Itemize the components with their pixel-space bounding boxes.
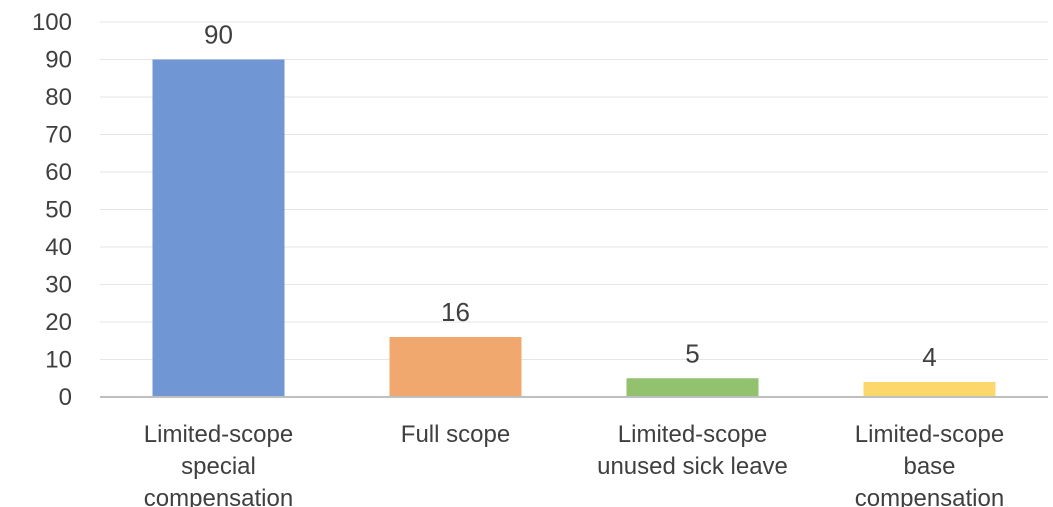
data-label: 90 [204, 20, 233, 50]
y-tick-label: 70 [45, 122, 72, 149]
y-axis-tick-labels: 0 10 20 30 40 50 60 70 80 90 100 [32, 9, 72, 411]
category-label-line: compensation [855, 485, 1004, 507]
data-label: 5 [685, 338, 699, 368]
y-tick-label: 100 [32, 9, 72, 36]
y-tick-label: 40 [45, 234, 72, 261]
category-label-line: special [181, 453, 256, 480]
bar [152, 59, 285, 397]
y-tick-label: 0 [59, 384, 72, 411]
category-labels: Limited-scope special compensation Full sco… [144, 421, 1004, 507]
category-label: Limited-scope unused sick leave [597, 421, 788, 480]
category-label-line: unused sick leave [597, 453, 788, 480]
bars [152, 59, 996, 397]
bar [626, 378, 759, 397]
y-tick-label: 50 [45, 197, 72, 224]
category-label: Limited-scope special compensation [144, 421, 293, 507]
y-tick-label: 60 [45, 159, 72, 186]
category-label-line: Full scope [401, 421, 510, 448]
bar [389, 337, 522, 397]
category-label-line: Limited-scope [144, 421, 293, 448]
data-label: 4 [922, 342, 936, 372]
y-tick-label: 30 [45, 272, 72, 299]
category-label: Full scope [401, 421, 510, 448]
y-tick-label: 80 [45, 84, 72, 111]
data-labels: 90 16 5 4 [204, 20, 937, 373]
y-tick-label: 20 [45, 309, 72, 336]
y-tick-label: 10 [45, 347, 72, 374]
category-label-line: compensation [144, 485, 293, 507]
bar [863, 382, 996, 397]
y-tick-label: 90 [45, 47, 72, 74]
category-label: Limited-scope base compensation [855, 421, 1004, 507]
data-label: 16 [441, 297, 470, 327]
category-label-line: Limited-scope [618, 421, 767, 448]
category-label-line: Limited-scope [855, 421, 1004, 448]
category-label-line: base [903, 453, 955, 480]
